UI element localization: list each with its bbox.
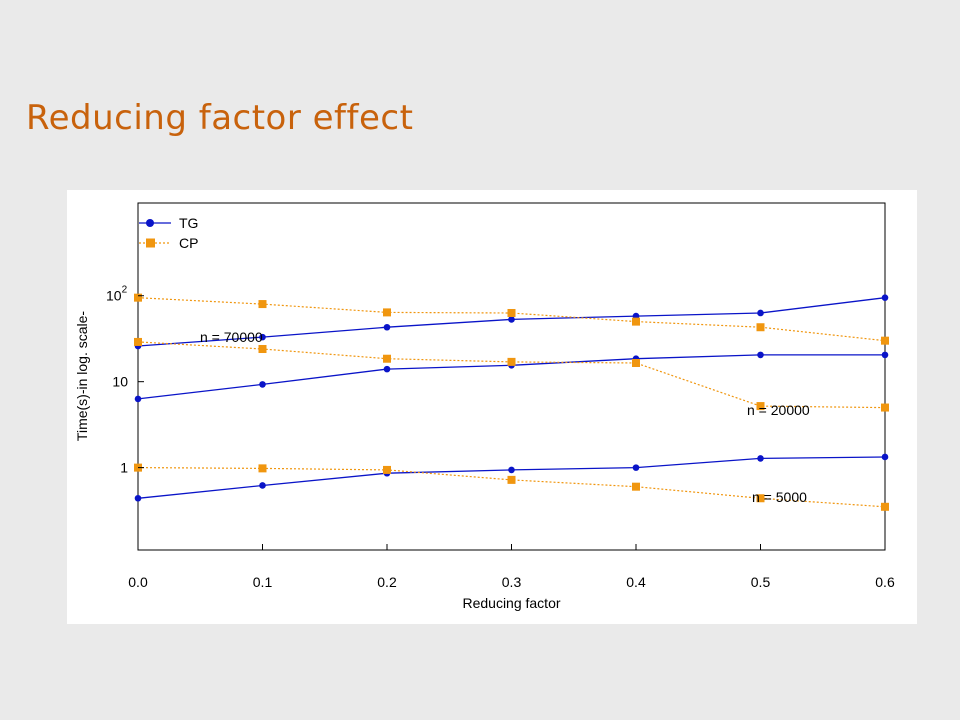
data-point bbox=[881, 351, 889, 359]
annotation-n-20000: n = 20000 bbox=[747, 402, 810, 418]
legend-swatch-marker bbox=[146, 238, 155, 248]
y-axis-title: Time(s)-in log. scale- bbox=[74, 311, 90, 442]
data-point bbox=[881, 453, 889, 461]
chart-panel: 0.0 0.1 0.2 0.3 0.4 0.5 0.6 1 10 102 Reducing fac… bbox=[67, 190, 917, 624]
series-cp-n-20000 bbox=[134, 337, 889, 412]
data-point bbox=[507, 357, 516, 366]
data-point bbox=[383, 354, 391, 363]
y-tick-label: 1 bbox=[120, 460, 128, 476]
data-point bbox=[881, 336, 889, 345]
data-point bbox=[757, 455, 764, 462]
x-tick-label: 0.6 bbox=[875, 574, 895, 590]
x-tick-label: 0.1 bbox=[253, 574, 273, 590]
annotation-n-5000: n = 5000 bbox=[752, 489, 807, 505]
x-axis-title: Reducing factor bbox=[462, 595, 560, 611]
data-point bbox=[756, 402, 765, 411]
data-point bbox=[881, 502, 889, 511]
x-tick-label: 0.5 bbox=[751, 574, 771, 590]
y-tick-label: 102 bbox=[106, 285, 128, 304]
data-point bbox=[756, 494, 765, 503]
data-point bbox=[134, 337, 142, 346]
x-tick-label: 0.4 bbox=[626, 574, 646, 590]
x-tick-label: 0.3 bbox=[502, 574, 522, 590]
legend-swatch-marker bbox=[146, 219, 154, 227]
data-point bbox=[508, 316, 515, 323]
x-tick-label: 0.2 bbox=[377, 574, 397, 590]
data-point bbox=[258, 300, 267, 309]
data-point bbox=[258, 464, 267, 473]
legend-item-cp: CP bbox=[139, 235, 198, 251]
data-point bbox=[756, 323, 765, 332]
slide-title: Reducing factor effect bbox=[26, 98, 414, 138]
data-point bbox=[259, 381, 266, 388]
data-point bbox=[383, 323, 391, 331]
series-layer bbox=[134, 293, 889, 511]
series-tg-n-5000 bbox=[134, 453, 889, 502]
data-point bbox=[259, 482, 266, 489]
data-point bbox=[134, 395, 142, 403]
data-point bbox=[508, 466, 515, 474]
data-point bbox=[383, 308, 391, 317]
data-point bbox=[757, 309, 764, 317]
data-point bbox=[134, 293, 142, 302]
legend: TG CP bbox=[139, 215, 198, 251]
data-point bbox=[383, 365, 391, 373]
y-tick-label: 10 bbox=[112, 374, 128, 390]
data-point bbox=[632, 317, 640, 326]
plot-frame bbox=[137, 202, 886, 551]
legend-label: CP bbox=[179, 235, 198, 251]
data-point bbox=[507, 475, 516, 484]
annotation-n-70000: n = 70000 bbox=[200, 329, 263, 345]
line-chart: 0.0 0.1 0.2 0.3 0.4 0.5 0.6 1 10 102 Reducing fac… bbox=[74, 202, 895, 611]
data-point bbox=[632, 464, 640, 471]
data-point bbox=[258, 345, 267, 354]
legend-item-tg: TG bbox=[139, 215, 198, 231]
data-point bbox=[881, 403, 889, 412]
data-point bbox=[507, 308, 516, 317]
data-point bbox=[881, 294, 889, 301]
data-point bbox=[757, 351, 764, 359]
x-tick-label: 0.0 bbox=[128, 574, 148, 590]
series-cp-n-70000 bbox=[134, 293, 889, 345]
axis-layer: 0.0 0.1 0.2 0.3 0.4 0.5 0.6 1 10 102 bbox=[106, 285, 895, 590]
data-point bbox=[259, 333, 266, 341]
data-point bbox=[632, 358, 640, 367]
data-point bbox=[632, 482, 640, 491]
data-point bbox=[134, 494, 142, 502]
data-point bbox=[383, 465, 391, 474]
legend-label: TG bbox=[179, 215, 198, 231]
